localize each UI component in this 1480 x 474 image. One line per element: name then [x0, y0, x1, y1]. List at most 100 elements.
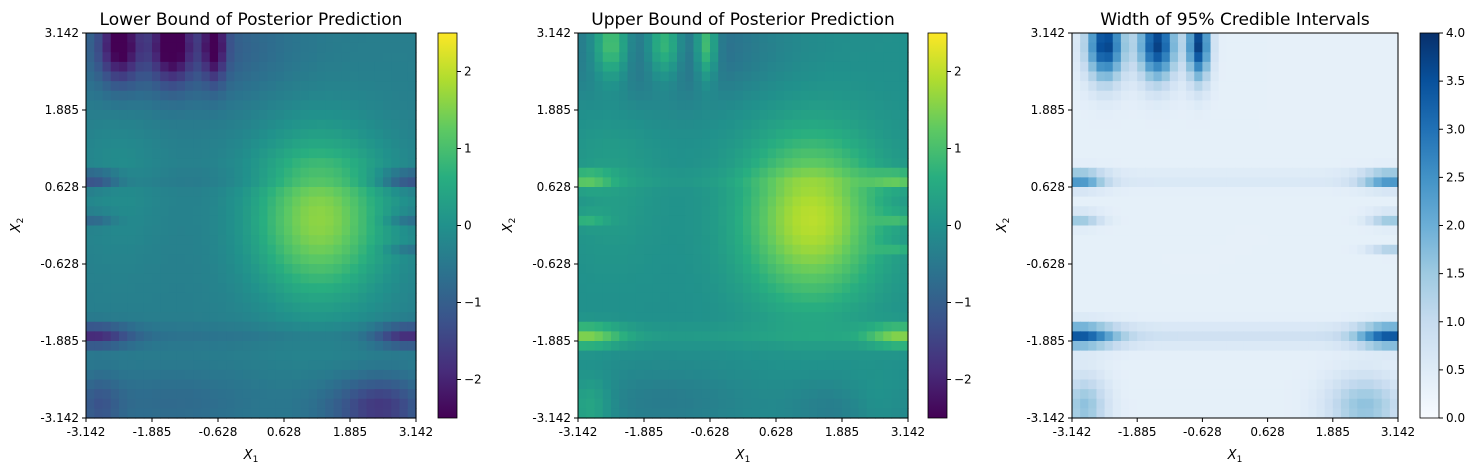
heatmap-cell — [1292, 369, 1301, 381]
heatmap-cell — [1218, 283, 1228, 294]
heatmap-cell — [218, 110, 227, 121]
heatmap-cell — [201, 292, 211, 304]
heatmap-cell — [1340, 283, 1350, 294]
heatmap-cell — [660, 90, 670, 101]
heatmap-cell — [644, 408, 653, 419]
heatmap-cell — [734, 52, 744, 63]
heatmap-cell — [193, 167, 203, 178]
heatmap-cell — [1389, 71, 1399, 82]
heatmap-cell — [1137, 244, 1146, 255]
heatmap-cell — [1381, 215, 1391, 227]
heatmap-cell — [358, 283, 368, 294]
heatmap-cell — [1194, 273, 1203, 284]
heatmap-cell — [94, 292, 104, 304]
heatmap-cell — [1283, 148, 1293, 159]
heatmap-cell — [218, 81, 227, 92]
heatmap-cell — [308, 215, 318, 227]
heatmap-cell — [218, 61, 227, 73]
heatmap-cell — [1072, 312, 1081, 323]
heatmap-cell — [1218, 148, 1228, 159]
heatmap-cell — [193, 187, 203, 198]
heatmap-cell — [784, 119, 794, 130]
heatmap-cell — [767, 129, 777, 140]
heatmap-cell — [693, 119, 703, 130]
heatmap-cell — [883, 235, 893, 246]
heatmap-cell — [1088, 90, 1098, 101]
heatmap-cell — [833, 167, 843, 178]
heatmap-cell — [1161, 331, 1171, 342]
heatmap-cell — [842, 167, 851, 178]
heatmap-cell — [1129, 360, 1138, 371]
heatmap-cell — [317, 341, 326, 352]
heatmap-cell — [135, 177, 145, 188]
heatmap-cell — [1145, 350, 1155, 361]
heatmap-cell — [800, 369, 810, 381]
heatmap-cell — [1145, 360, 1155, 371]
heatmap-cell — [611, 312, 620, 323]
heatmap-cell — [677, 321, 686, 332]
heatmap-cell — [1381, 167, 1391, 178]
heatmap-cell — [110, 158, 120, 169]
heatmap-cell — [1300, 408, 1309, 419]
heatmap-cell — [759, 52, 769, 63]
heatmap-cell — [275, 341, 285, 352]
heatmap-cell — [407, 187, 417, 198]
heatmap-cell — [1243, 273, 1252, 284]
heatmap-cell — [94, 90, 104, 101]
heatmap-cell — [1349, 379, 1358, 390]
heatmap-cell — [883, 52, 893, 63]
heatmap-cell — [1300, 158, 1309, 169]
heatmap-cell — [800, 408, 810, 419]
heatmap-cell — [94, 283, 104, 294]
heatmap-cell — [751, 177, 761, 188]
heatmap-cell — [110, 81, 120, 92]
heatmap-cell — [218, 129, 227, 140]
heatmap-cell — [275, 167, 285, 178]
heatmap-cell — [1153, 225, 1163, 236]
heatmap-cell — [635, 321, 645, 332]
heatmap-cell — [1194, 283, 1203, 294]
heatmap-cell — [127, 110, 137, 121]
heatmap-cell — [1226, 110, 1236, 121]
heatmap-cell — [1340, 331, 1350, 342]
heatmap-cell — [701, 90, 711, 101]
heatmap-cell — [784, 360, 794, 371]
heatmap-cell — [275, 273, 285, 284]
heatmap-cell — [1373, 196, 1383, 207]
heatmap-cell — [383, 187, 392, 198]
heatmap-cell — [284, 215, 293, 227]
heatmap-cell — [1235, 292, 1244, 304]
heatmap-cell — [292, 398, 302, 409]
heatmap-cell — [1243, 254, 1252, 265]
heatmap-cell — [850, 167, 860, 178]
heatmap-cell — [407, 244, 417, 255]
heatmap-cell — [193, 331, 203, 342]
heatmap-cell — [275, 312, 285, 323]
heatmap-cell — [86, 187, 95, 198]
heatmap-cell — [1169, 283, 1179, 294]
heatmap-cell — [1104, 33, 1114, 44]
heatmap-cell — [701, 33, 711, 44]
heatmap-cell — [1373, 42, 1383, 53]
heatmap-cell — [1251, 235, 1261, 246]
heatmap-cell — [1349, 71, 1358, 82]
heatmap-cell — [833, 215, 843, 227]
heatmap-cell — [366, 129, 376, 140]
heatmap-cell — [1332, 360, 1342, 371]
heatmap-cell — [209, 389, 219, 400]
heatmap-cell — [1137, 379, 1146, 390]
heatmap-cell — [284, 379, 293, 390]
heatmap-cell — [660, 215, 670, 227]
heatmap-cell — [1275, 61, 1285, 73]
heatmap-cell — [1308, 331, 1318, 342]
heatmap-cell — [578, 138, 587, 150]
heatmap-cell — [135, 187, 145, 198]
heatmap-cell — [1316, 398, 1326, 409]
heatmap-cell — [1218, 235, 1228, 246]
heatmap-cell — [734, 148, 744, 159]
heatmap-cell — [300, 33, 310, 44]
heatmap-cell — [292, 389, 302, 400]
heatmap-cell — [168, 100, 178, 111]
heatmap-cell — [102, 341, 112, 352]
heatmap-cell — [792, 138, 802, 150]
